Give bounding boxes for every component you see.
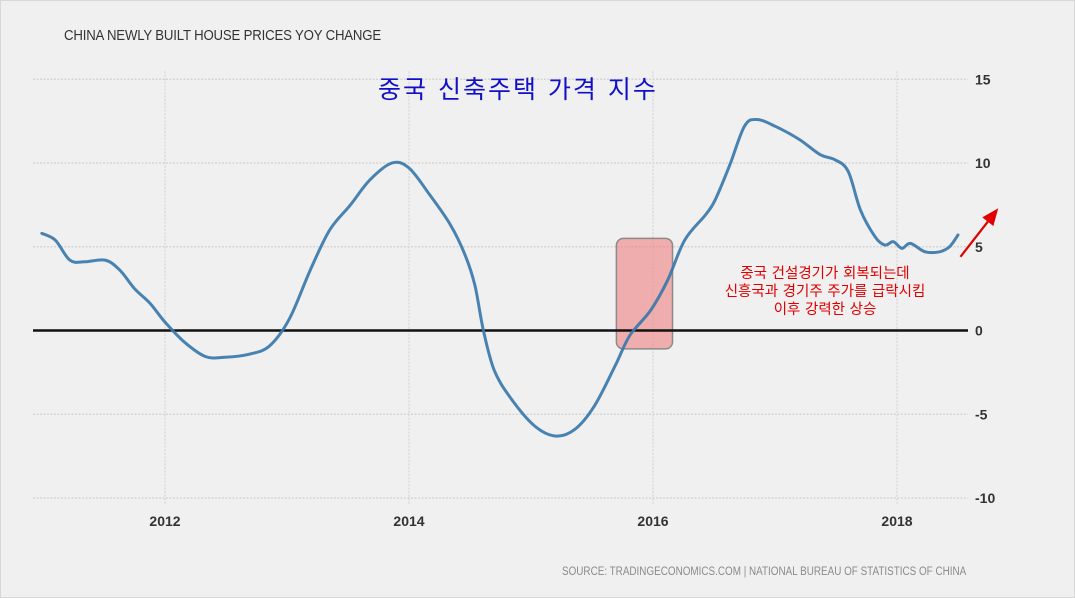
y-tick-label: 0 bbox=[975, 323, 983, 339]
source-note: SOURCE: TRADINGECONOMICS.COM | NATIONAL … bbox=[562, 566, 967, 578]
chart-subtitle-korean: 중국 신축주택 가격 지수 bbox=[378, 75, 658, 104]
highlight-box bbox=[615, 237, 674, 350]
arrow-shaft bbox=[959, 220, 989, 258]
annotation-line: 신흥국과 경기주 주가를 급락시킴 bbox=[724, 284, 926, 300]
x-tick-label: 2016 bbox=[637, 513, 668, 529]
annotation-text: 중국 건설경기가 회복되는데 신흥국과 경기주 주가를 급락시킴 이후 강력한 … bbox=[680, 265, 970, 319]
y-tick-label: -10 bbox=[975, 490, 995, 506]
x-tick-label: 2014 bbox=[393, 513, 424, 529]
highlight-region-group bbox=[615, 237, 674, 350]
horizontal-gridlines bbox=[33, 78, 968, 499]
y-tick-label: -5 bbox=[975, 406, 988, 422]
chart-title: CHINA NEWLY BUILT HOUSE PRICES YOY CHANG… bbox=[64, 27, 382, 44]
x-tick-label: 2018 bbox=[881, 513, 912, 529]
x-axis-ticks: 2012 2014 2016 2018 bbox=[149, 513, 912, 529]
x-tick-label: 2012 bbox=[149, 513, 180, 529]
trend-arrow-group bbox=[959, 208, 999, 258]
vertical-gridlines bbox=[164, 71, 898, 504]
y-tick-label: 5 bbox=[975, 239, 983, 255]
y-axis-ticks: 15 10 5 0 -5 -10 bbox=[975, 71, 995, 506]
annotation-line: 이후 강력한 상승 bbox=[773, 302, 877, 318]
arrow-head bbox=[982, 208, 999, 226]
y-tick-label: 15 bbox=[975, 71, 991, 87]
annotation-line: 중국 건설경기가 회복되는데 bbox=[740, 266, 910, 282]
series-group bbox=[40, 117, 960, 438]
y-tick-label: 10 bbox=[975, 155, 991, 171]
